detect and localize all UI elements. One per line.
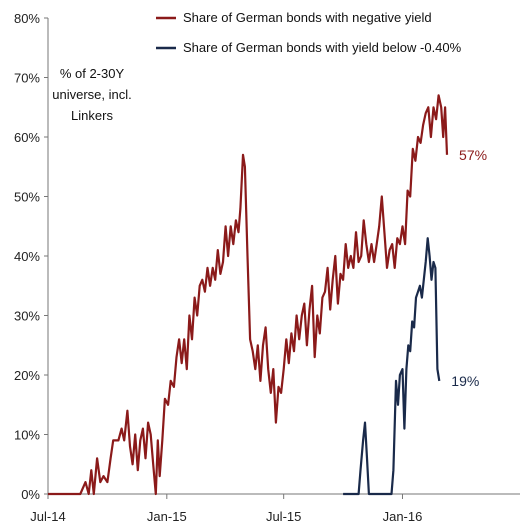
annotation-line: universe, incl. [52, 87, 131, 102]
y-tick-label: 0% [21, 487, 40, 502]
series-lines: 57% 19% [48, 94, 487, 496]
series-line-1 [48, 94, 449, 496]
y-tick-label: 20% [14, 368, 40, 383]
axes: 0% 10% 20% 30% 40% 50% 60% 70% 80% Jul-14 Jan-15 Ju… [14, 11, 520, 524]
y-tick-label: 30% [14, 309, 40, 324]
y-tick-label: 10% [14, 428, 40, 443]
annotation-line: % of 2-30Y [60, 66, 125, 81]
legend-label-2: Share of German bonds with yield below -… [183, 40, 462, 55]
annotation: % of 2-30Y universe, incl. Linkers [52, 66, 131, 123]
y-tick-label: 40% [14, 249, 40, 264]
y-tick-label: 70% [14, 71, 40, 86]
series-end-label-1: 57% [459, 147, 487, 163]
y-tick-label: 80% [14, 11, 40, 26]
y-tick-label: 60% [14, 130, 40, 145]
series-line-2 [343, 237, 441, 496]
x-tick-label: Jan-15 [147, 509, 187, 524]
legend-label-1: Share of German bonds with negative yiel… [183, 10, 432, 25]
x-tick-label: Jul-14 [30, 509, 65, 524]
legend: Share of German bonds with negative yiel… [156, 10, 462, 55]
y-tick-label: 50% [14, 190, 40, 205]
x-tick-label: Jul-15 [266, 509, 301, 524]
x-tick-label: Jan-16 [383, 509, 423, 524]
annotation-line: Linkers [71, 108, 113, 123]
series-end-label-2: 19% [451, 373, 479, 389]
